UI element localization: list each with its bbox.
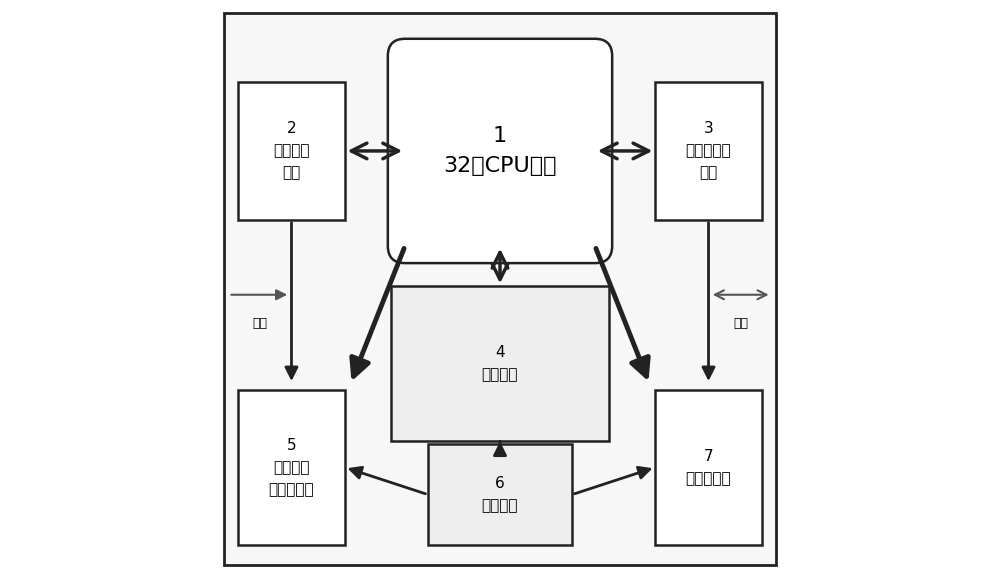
FancyBboxPatch shape [655,390,762,545]
FancyBboxPatch shape [238,82,345,220]
FancyBboxPatch shape [224,13,776,565]
Text: 2
状态检测
模块: 2 状态检测 模块 [273,121,310,181]
Text: 3
时钟及定位
模块: 3 时钟及定位 模块 [686,121,731,181]
Text: 通信: 通信 [733,317,748,329]
Text: 7
看门狗模块: 7 看门狗模块 [686,449,731,486]
Text: 1
32位CPU系统: 1 32位CPU系统 [443,126,557,176]
FancyBboxPatch shape [655,82,762,220]
FancyBboxPatch shape [391,286,609,442]
FancyBboxPatch shape [428,444,572,545]
Text: 5
开关控制
及调光模块: 5 开关控制 及调光模块 [269,438,314,497]
Text: 供电: 供电 [252,317,267,329]
FancyBboxPatch shape [388,39,612,263]
FancyBboxPatch shape [238,390,345,545]
Text: 6
电源模块: 6 电源模块 [482,476,518,513]
Text: 4
通信模块: 4 通信模块 [482,345,518,383]
